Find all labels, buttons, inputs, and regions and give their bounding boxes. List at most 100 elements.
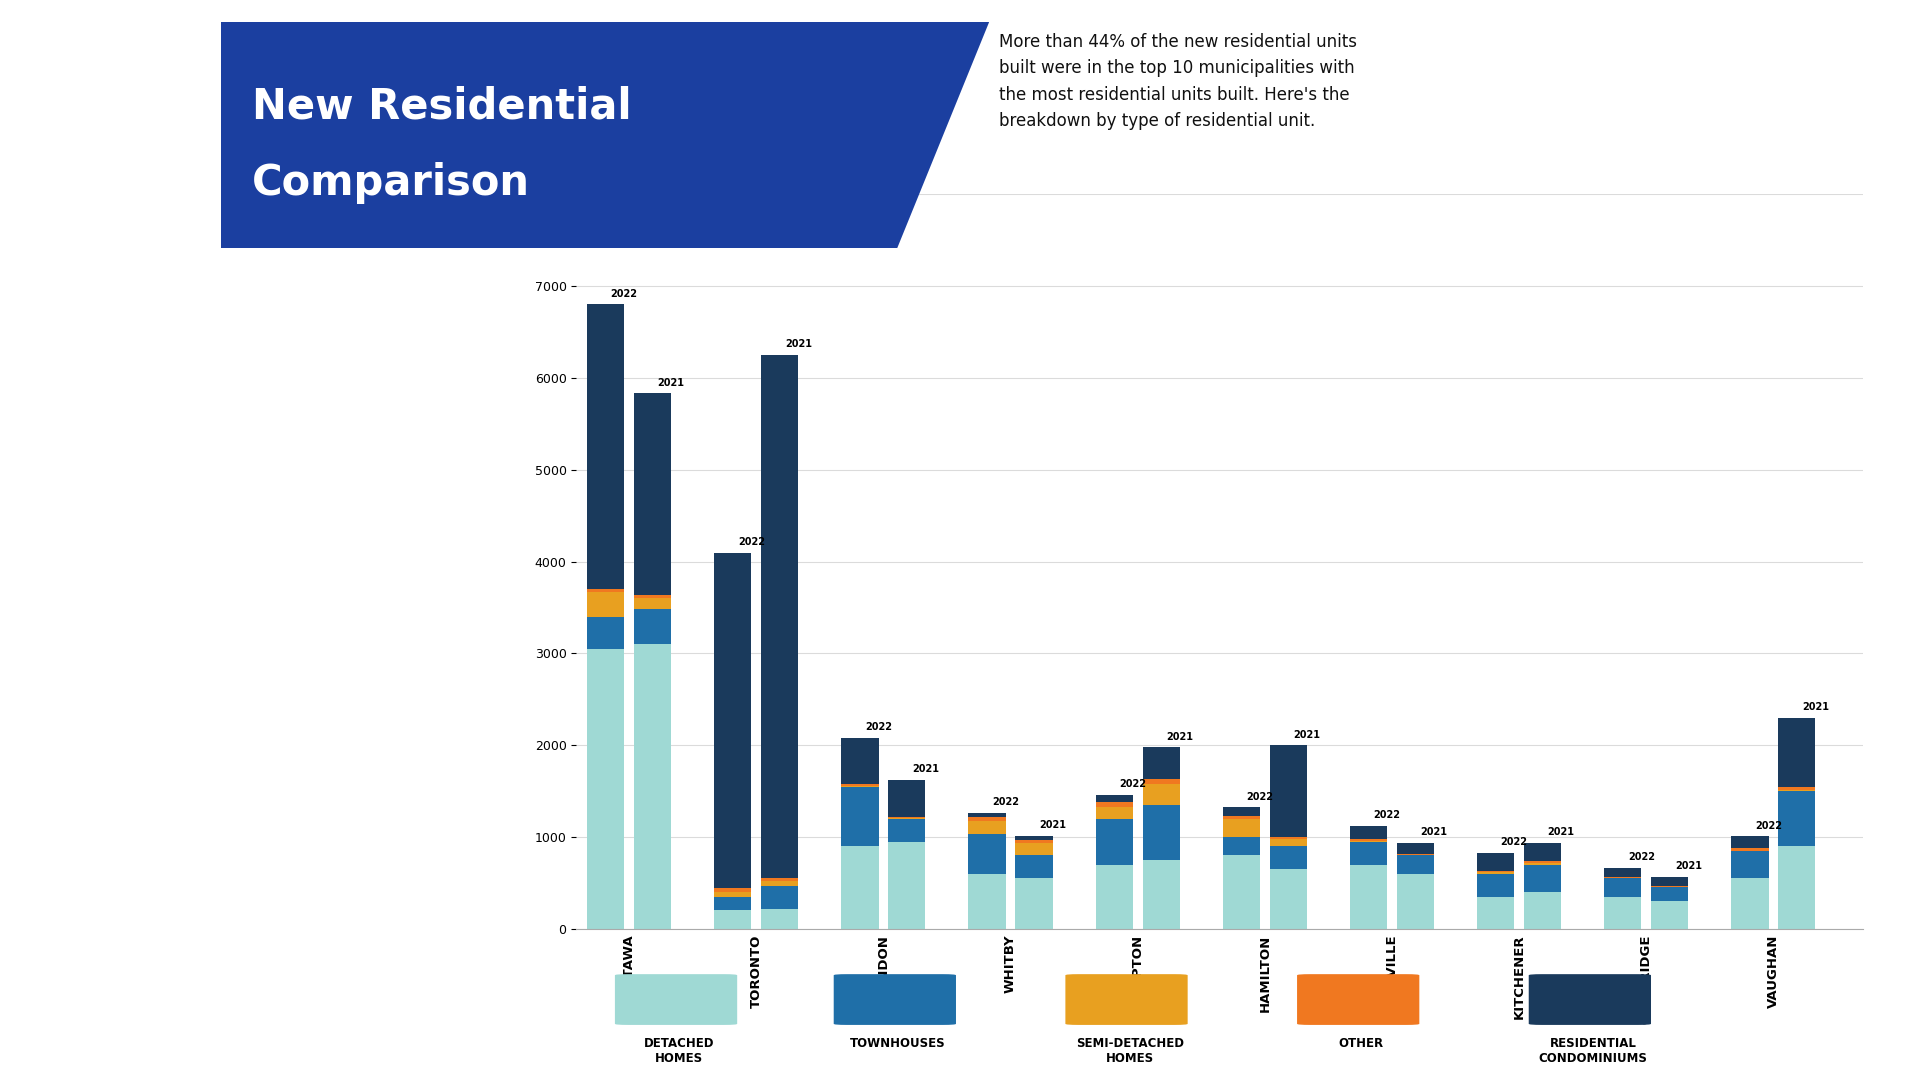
- Text: 79: 79: [501, 548, 519, 561]
- Bar: [1143, 805, 1179, 860]
- Bar: [1143, 780, 1179, 784]
- Text: 2022: 2022: [1627, 852, 1654, 862]
- Bar: [1016, 843, 1053, 855]
- Text: DETACHED
HOMES: DETACHED HOMES: [644, 1037, 715, 1065]
- Text: 4: 4: [428, 684, 438, 697]
- Text: OTTAWA: OTTAWA: [340, 321, 388, 334]
- Bar: [761, 908, 799, 929]
- Text: 2021: 2021: [912, 765, 939, 774]
- Bar: [1477, 873, 1514, 874]
- Bar: [1143, 860, 1179, 929]
- Bar: [761, 881, 799, 886]
- Bar: [841, 738, 878, 784]
- Text: 274: 274: [419, 321, 446, 334]
- Text: 1: 1: [428, 411, 438, 424]
- FancyBboxPatch shape: [1066, 974, 1187, 1025]
- Bar: [888, 816, 926, 819]
- Text: 2022: 2022: [1756, 821, 1783, 831]
- Bar: [968, 834, 1007, 874]
- Bar: [588, 589, 624, 592]
- Bar: [1397, 854, 1433, 855]
- Bar: [1016, 836, 1053, 840]
- Bar: [968, 874, 1007, 929]
- Bar: [634, 393, 670, 595]
- Bar: [761, 886, 799, 908]
- Text: BRAMPTON: BRAMPTON: [323, 502, 388, 515]
- Polygon shape: [221, 22, 989, 248]
- Bar: [888, 780, 926, 816]
- Bar: [1731, 836, 1769, 848]
- Bar: [1731, 878, 1769, 929]
- Bar: [1350, 839, 1387, 841]
- Bar: [1779, 791, 1815, 847]
- Bar: [1731, 848, 1769, 851]
- Text: 2022: 2022: [1120, 780, 1147, 789]
- Text: 2022: 2022: [1500, 837, 1527, 847]
- Bar: [968, 812, 1007, 818]
- Text: 2021: 2021: [1420, 827, 1448, 837]
- Bar: [588, 305, 624, 589]
- Bar: [1397, 842, 1433, 854]
- Bar: [968, 821, 1007, 834]
- Bar: [1095, 819, 1133, 864]
- Bar: [1270, 869, 1306, 929]
- Text: New Residential: New Residential: [252, 85, 632, 127]
- Text: 8: 8: [505, 684, 515, 697]
- Text: TORONTO: TORONTO: [330, 366, 388, 379]
- Text: TOWNHOUSES: TOWNHOUSES: [851, 1037, 945, 1050]
- Text: 4: 4: [428, 593, 438, 606]
- Bar: [1350, 841, 1387, 864]
- Text: More than 44% of the new residential units
built were in the top 10 municipaliti: More than 44% of the new residential uni…: [999, 32, 1356, 130]
- Text: 196: 196: [419, 548, 446, 561]
- Text: Comparison: Comparison: [252, 162, 530, 204]
- Text: OTHER: OTHER: [1339, 1037, 1383, 1050]
- Text: 0: 0: [428, 729, 438, 742]
- Bar: [634, 644, 670, 929]
- Bar: [1523, 842, 1562, 861]
- Bar: [841, 786, 878, 847]
- Text: 2021: 2021: [1802, 702, 1829, 712]
- Bar: [1604, 896, 1641, 929]
- Bar: [1652, 877, 1689, 886]
- FancyBboxPatch shape: [834, 974, 957, 1025]
- Bar: [1270, 839, 1306, 847]
- Text: KITCHENER: KITCHENER: [323, 638, 388, 651]
- Bar: [1270, 837, 1306, 839]
- Bar: [634, 597, 670, 609]
- Bar: [1604, 868, 1641, 877]
- Text: 2021: 2021: [786, 339, 813, 349]
- Bar: [1652, 901, 1689, 929]
- Text: VAUGHAN: VAUGHAN: [330, 729, 388, 742]
- Bar: [1779, 718, 1815, 786]
- Text: SEMI-DETACHED: SEMI-DETACHED: [319, 267, 459, 282]
- Bar: [588, 592, 624, 617]
- Bar: [1224, 807, 1260, 816]
- Text: HAMILTON: HAMILTON: [328, 548, 388, 561]
- Bar: [1224, 855, 1260, 929]
- Bar: [588, 617, 624, 649]
- Bar: [1779, 786, 1815, 791]
- Bar: [1270, 745, 1306, 837]
- Bar: [888, 819, 926, 841]
- Text: 2022: 2022: [611, 288, 638, 299]
- Bar: [1016, 840, 1053, 843]
- FancyBboxPatch shape: [615, 974, 738, 1025]
- Bar: [1224, 837, 1260, 855]
- Bar: [841, 784, 878, 786]
- Bar: [1397, 874, 1433, 929]
- Bar: [1143, 747, 1179, 780]
- Bar: [1523, 864, 1562, 892]
- Bar: [1095, 864, 1133, 929]
- Bar: [1477, 874, 1514, 896]
- Text: 47: 47: [501, 366, 519, 379]
- Text: 2021: 2021: [1675, 861, 1702, 872]
- Text: 21: 21: [501, 638, 519, 651]
- Text: 146: 146: [419, 457, 446, 470]
- Text: 3: 3: [505, 411, 515, 424]
- Bar: [888, 841, 926, 929]
- Bar: [1350, 825, 1387, 839]
- Text: 9: 9: [505, 729, 515, 742]
- Bar: [1731, 851, 1769, 878]
- Text: 2021: 2021: [1166, 732, 1193, 742]
- Text: CAMBRIDGE: CAMBRIDGE: [317, 684, 388, 697]
